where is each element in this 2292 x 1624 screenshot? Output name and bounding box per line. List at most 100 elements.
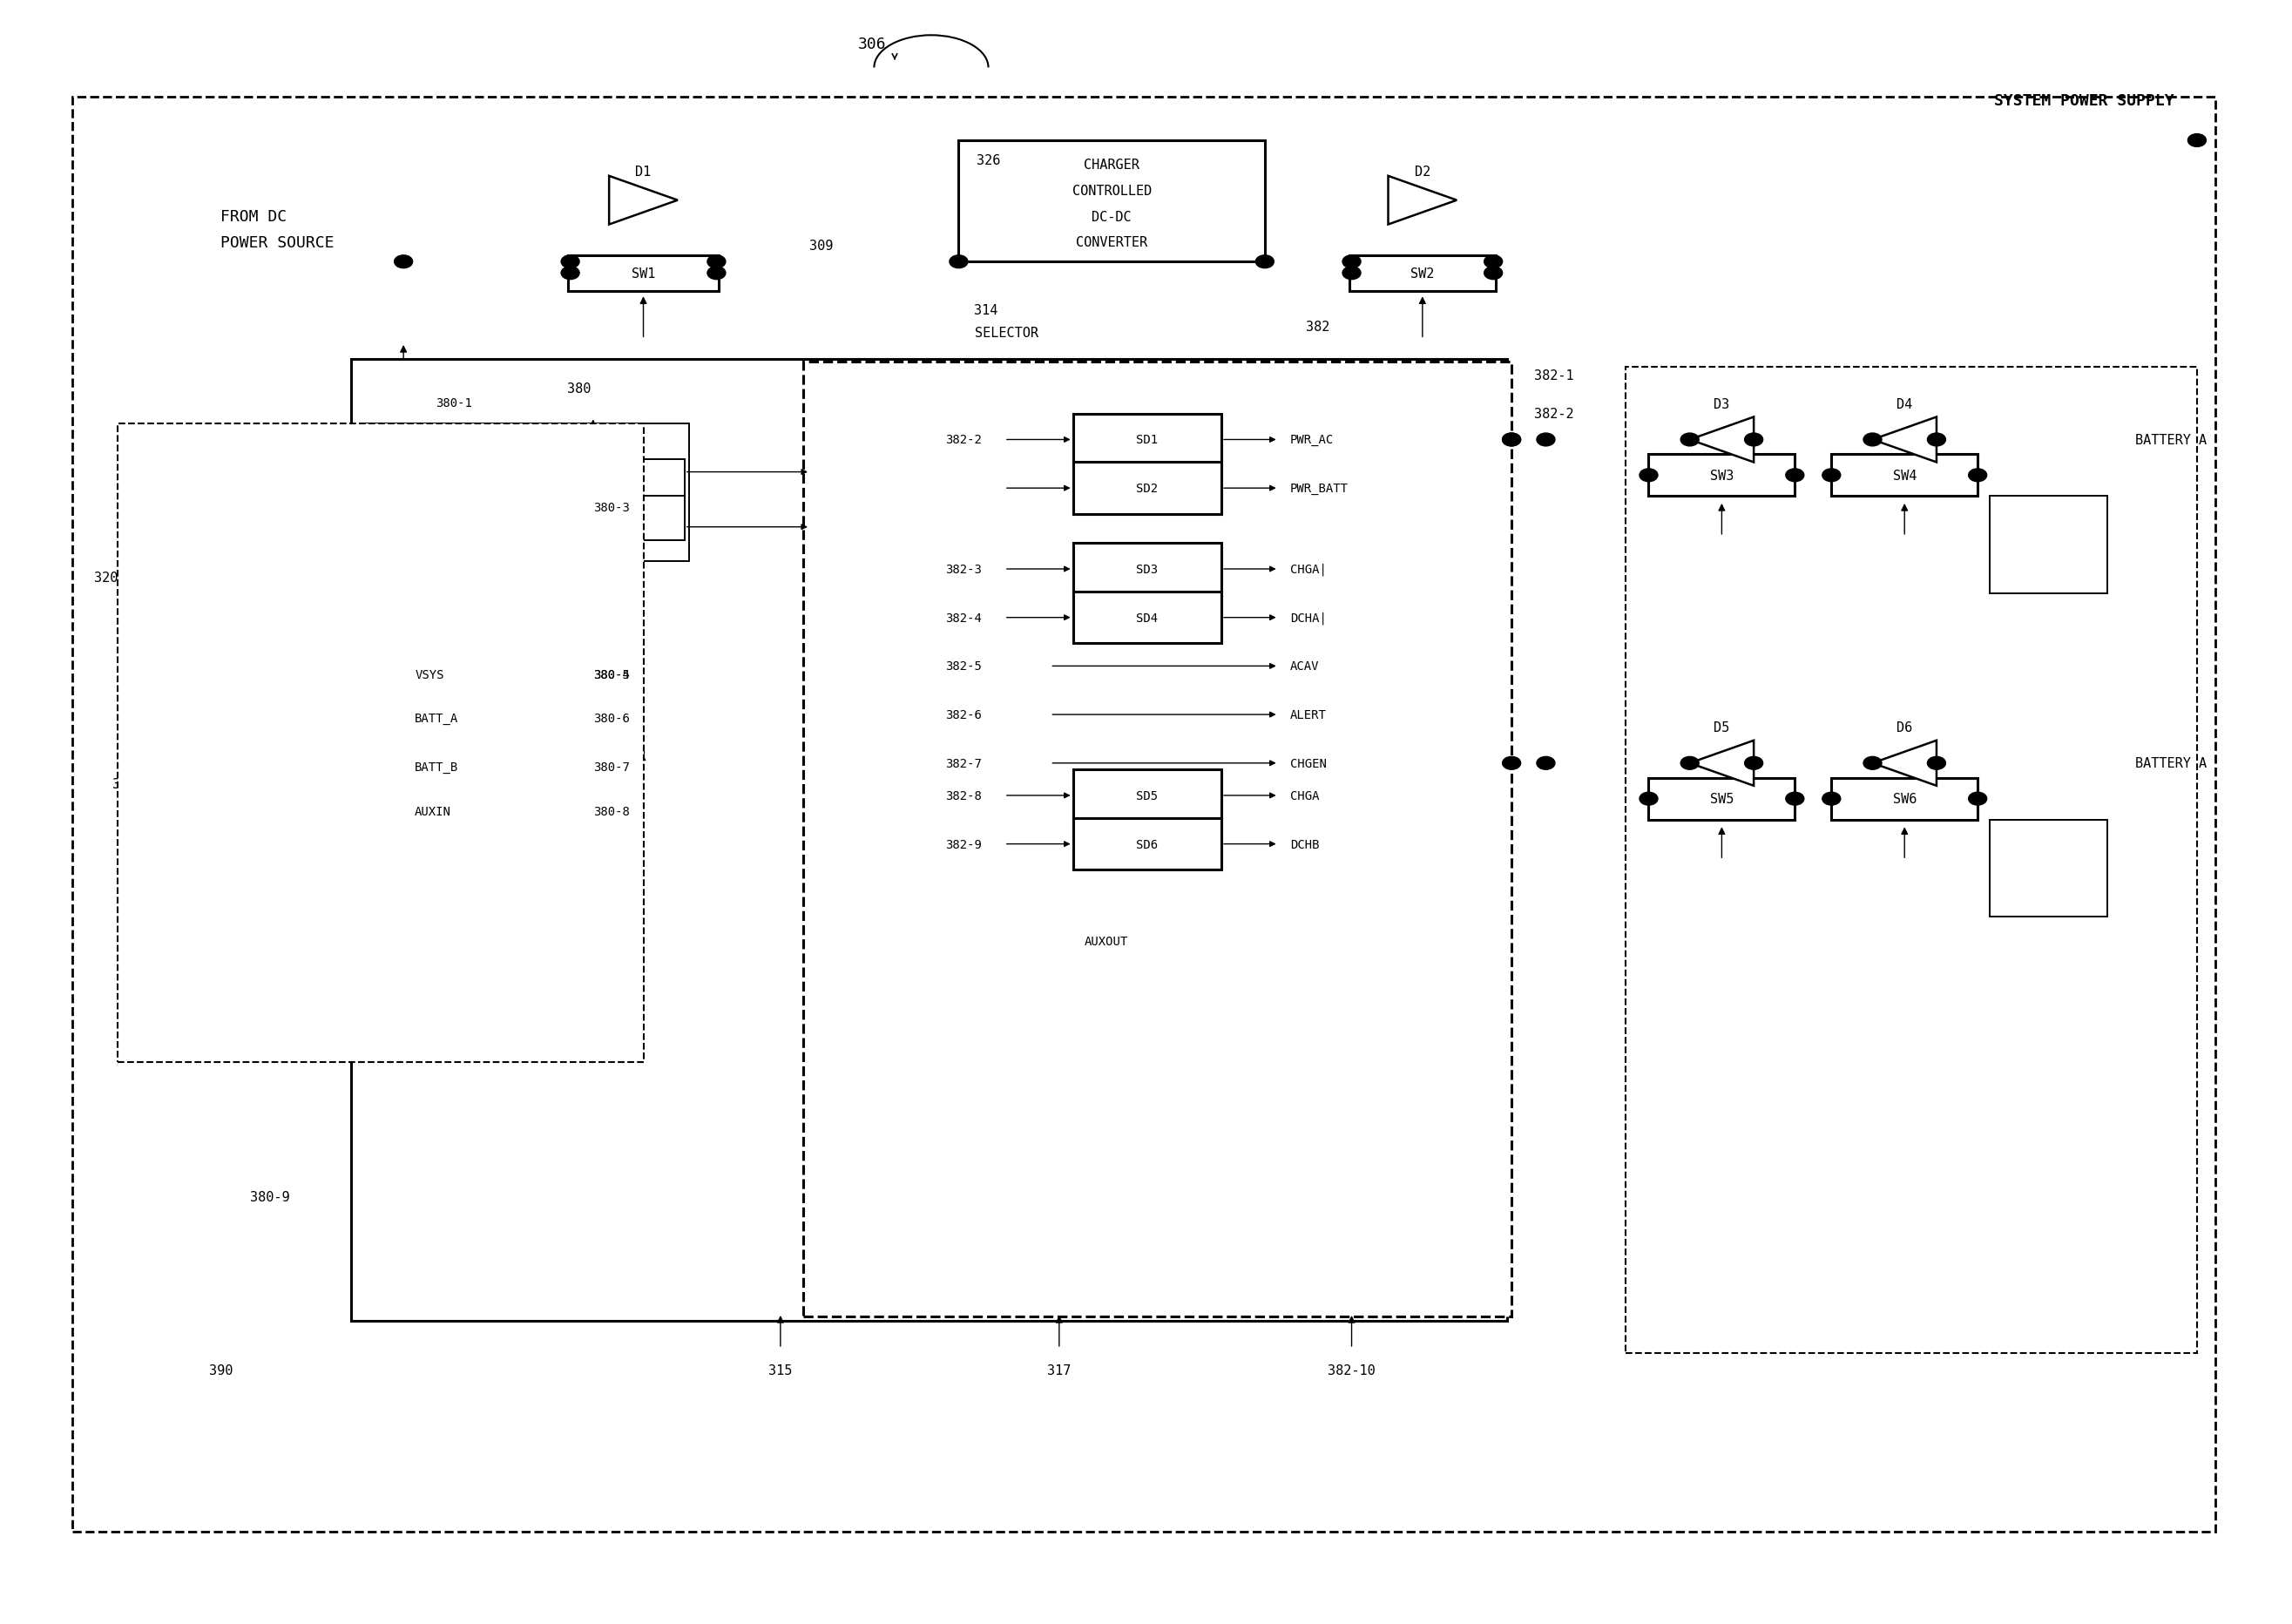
Text: USE_B: USE_B (578, 521, 614, 534)
Circle shape (708, 268, 727, 279)
Circle shape (1785, 469, 1804, 482)
Text: 382: 382 (1306, 320, 1329, 333)
Text: 382-3: 382-3 (944, 564, 981, 575)
Text: BATT_A: BATT_A (415, 713, 458, 724)
Text: 309: 309 (809, 240, 834, 253)
Text: SYSTEM POWER SUPPLY: SYSTEM POWER SUPPLY (1994, 93, 2175, 109)
Circle shape (1485, 268, 1504, 279)
Circle shape (1969, 793, 1987, 806)
Circle shape (1928, 757, 1946, 770)
Circle shape (1822, 469, 1840, 482)
Text: 390: 390 (209, 1363, 231, 1376)
Text: SW3: SW3 (1710, 469, 1733, 482)
Circle shape (1863, 434, 1882, 447)
Circle shape (1785, 793, 1804, 806)
Text: 320: 320 (94, 572, 117, 585)
Bar (568, 257, 720, 291)
Circle shape (1744, 434, 1763, 447)
Text: PWR_AC: PWR_AC (1290, 434, 1334, 447)
Circle shape (1536, 757, 1554, 770)
Circle shape (562, 257, 580, 270)
Text: DC-DC: DC-DC (1091, 211, 1132, 224)
Circle shape (1928, 434, 1946, 447)
Bar (802, 362, 1510, 1317)
Bar (1350, 257, 1497, 291)
Bar (958, 141, 1265, 263)
Bar (1073, 463, 1222, 515)
Text: CHGA|: CHGA| (1290, 564, 1327, 577)
Text: CONTROLLER: CONTROLLER (552, 747, 646, 763)
Bar (507, 460, 685, 497)
Circle shape (1863, 757, 1882, 770)
Text: D2: D2 (1414, 166, 1430, 179)
Text: BATTERY A: BATTERY A (2136, 757, 2207, 770)
Text: 380-8: 380-8 (594, 806, 630, 818)
Text: ICHG: ICHG (445, 640, 474, 651)
Polygon shape (610, 177, 678, 226)
Text: CONTROLLED: CONTROLLED (1073, 185, 1151, 198)
Text: SW1: SW1 (630, 266, 656, 281)
Circle shape (1680, 434, 1698, 447)
Bar (351, 359, 1506, 1322)
Text: 322: 322 (112, 778, 138, 791)
Text: D4: D4 (1895, 398, 1912, 411)
Circle shape (1485, 257, 1504, 270)
Bar (364, 424, 690, 562)
Bar (1648, 778, 1795, 820)
Text: SD2: SD2 (1137, 482, 1157, 495)
Text: CHGEN: CHGEN (1290, 757, 1327, 770)
Circle shape (1504, 434, 1520, 447)
Text: 382-8: 382-8 (944, 789, 981, 802)
Text: ALERT: ALERT (1290, 710, 1327, 721)
Text: AUXIN: AUXIN (415, 806, 452, 818)
Text: SW2: SW2 (1410, 266, 1435, 281)
Text: PWR_BATT: PWR_BATT (1290, 482, 1348, 495)
Circle shape (1639, 469, 1657, 482)
Circle shape (1969, 469, 1987, 482)
Circle shape (1504, 757, 1520, 770)
Circle shape (562, 268, 580, 279)
Text: 382-10: 382-10 (1327, 1363, 1375, 1376)
Polygon shape (1873, 741, 1937, 786)
Text: D3: D3 (1714, 398, 1730, 411)
Text: CONVERTER: CONVERTER (1075, 237, 1148, 250)
Text: SW4: SW4 (1893, 469, 1916, 482)
Circle shape (949, 257, 967, 270)
Text: SD5: SD5 (1137, 789, 1157, 802)
Text: 380-3: 380-3 (594, 502, 630, 515)
Bar (507, 497, 685, 541)
Text: PMU: PMU (241, 515, 268, 531)
Text: AUXOUT: AUXOUT (1084, 935, 1128, 947)
Text: SW5: SW5 (1710, 793, 1733, 806)
Text: VSYS: VSYS (415, 669, 445, 680)
Bar (71, 97, 2216, 1531)
Text: 382-7: 382-7 (944, 757, 981, 770)
Circle shape (1639, 793, 1657, 806)
Circle shape (1744, 757, 1763, 770)
Polygon shape (1689, 741, 1753, 786)
Circle shape (708, 257, 727, 270)
Text: POWER SOURCE: POWER SOURCE (220, 235, 335, 250)
Circle shape (394, 257, 413, 270)
Bar (1989, 820, 2106, 918)
Text: 315: 315 (768, 1363, 793, 1376)
Text: 380-5: 380-5 (594, 669, 630, 680)
Bar (158, 627, 433, 771)
Text: 380-9: 380-9 (250, 1190, 291, 1203)
Bar (1073, 544, 1222, 596)
Text: D1: D1 (635, 166, 651, 179)
Text: 382-6: 382-6 (944, 710, 981, 721)
Text: 382-2: 382-2 (1533, 408, 1575, 421)
Text: 382-5: 382-5 (944, 661, 981, 672)
Text: 380-4: 380-4 (571, 677, 607, 689)
Text: 382-4: 382-4 (944, 612, 981, 624)
Text: CHARGER: CHARGER (1084, 159, 1139, 172)
Circle shape (1504, 434, 1520, 447)
Text: D5: D5 (1714, 721, 1730, 734)
Text: ACAV: ACAV (1290, 661, 1320, 672)
Circle shape (1536, 434, 1554, 447)
Circle shape (1680, 757, 1698, 770)
Text: D6: D6 (1895, 721, 1912, 734)
Circle shape (1343, 268, 1361, 279)
Text: 326: 326 (976, 154, 1002, 167)
